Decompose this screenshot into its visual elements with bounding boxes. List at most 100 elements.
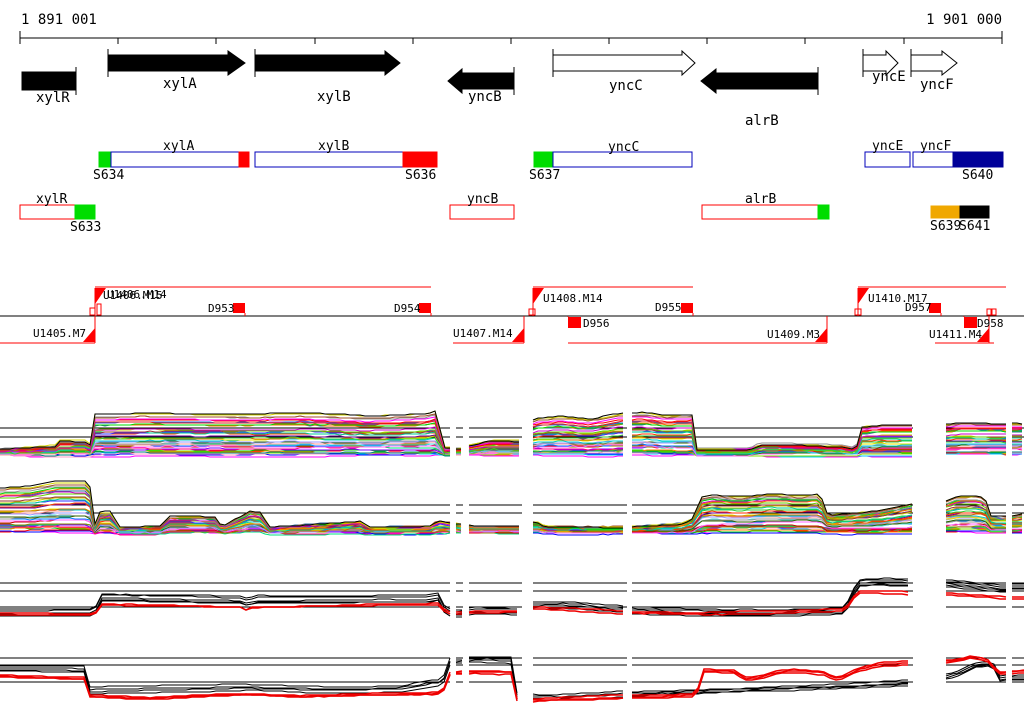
expression-series bbox=[469, 454, 519, 457]
downshift-box-forward[interactable] bbox=[419, 303, 431, 313]
shift-candidate-mark bbox=[96, 303, 102, 316]
ruler bbox=[19, 31, 1003, 44]
expression-series bbox=[945, 507, 1006, 522]
segment-box-xylA-cds[interactable] bbox=[110, 151, 250, 168]
expression-mean-series bbox=[533, 694, 623, 700]
segment-box-alrB-cds[interactable] bbox=[701, 204, 819, 220]
downshift-box-forward[interactable] bbox=[233, 303, 245, 313]
expression-series bbox=[946, 422, 1006, 425]
segment-box-S633-start[interactable] bbox=[74, 204, 96, 220]
segment-box-S640-end[interactable] bbox=[952, 151, 1004, 168]
downshift-box-reverse[interactable] bbox=[964, 317, 977, 328]
expression-series bbox=[632, 514, 913, 532]
expression-series bbox=[532, 428, 623, 435]
expression-mean-series bbox=[455, 670, 463, 673]
transcript-label-D955: D955 bbox=[655, 301, 682, 314]
expression-series bbox=[0, 420, 450, 452]
gene-arrow-alrB[interactable] bbox=[700, 67, 819, 95]
expression-series bbox=[1012, 518, 1023, 521]
transcript-label-D956: D956 bbox=[583, 317, 610, 330]
expression-series bbox=[532, 434, 624, 441]
expression-series bbox=[533, 532, 623, 536]
expression-series bbox=[455, 528, 462, 531]
expression-mean-series bbox=[1011, 670, 1024, 673]
expression-series bbox=[468, 449, 519, 454]
expression-series bbox=[469, 447, 519, 451]
upshift-flag-forward[interactable] bbox=[858, 288, 869, 304]
segment-label-S633: S633 bbox=[70, 220, 101, 235]
transcript-label-D957: D957 bbox=[905, 301, 932, 314]
segment-box-alrB-end[interactable] bbox=[817, 204, 830, 220]
transcript-label-U1406.M14: U1406.M14 bbox=[107, 288, 167, 301]
expression-mean-series bbox=[468, 608, 517, 611]
segment-box-yncC-cds[interactable] bbox=[552, 151, 693, 168]
expression-series bbox=[945, 428, 1006, 432]
segment-box-yncE-cds[interactable] bbox=[864, 151, 911, 168]
gene-arrow-xylA[interactable] bbox=[107, 50, 246, 76]
segment-box-S637-start[interactable] bbox=[533, 151, 554, 168]
expression-mean-series bbox=[945, 665, 1007, 682]
expression-mean-series bbox=[946, 579, 1006, 586]
segment-box-S639-box[interactable] bbox=[930, 205, 961, 219]
segment-box-xylR-cds[interactable] bbox=[19, 204, 76, 220]
segment-box-xylB-cds[interactable] bbox=[254, 151, 404, 168]
downshift-box-reverse[interactable] bbox=[568, 317, 581, 328]
gene-arrow-yncE[interactable] bbox=[862, 49, 899, 77]
expression-series bbox=[0, 502, 450, 531]
gene-arrow-yncC[interactable] bbox=[552, 49, 696, 77]
expression-series bbox=[1012, 519, 1023, 522]
upshift-flag-forward[interactable] bbox=[95, 288, 106, 304]
upshift-flag-forward[interactable] bbox=[533, 288, 544, 304]
segment-box-yncB-cds[interactable] bbox=[449, 204, 515, 220]
expression-series bbox=[946, 515, 1007, 526]
gene-arrow-yncF[interactable] bbox=[910, 49, 958, 77]
gene-arrow-xylR[interactable] bbox=[21, 71, 77, 91]
expression-series bbox=[532, 413, 624, 421]
expression-series bbox=[632, 428, 912, 454]
upshift-flag-reverse[interactable] bbox=[83, 328, 95, 342]
expression-series bbox=[1011, 517, 1022, 520]
expression-series bbox=[532, 432, 623, 437]
upshift-flag-reverse[interactable] bbox=[815, 328, 827, 342]
expression-series bbox=[0, 498, 451, 532]
expression-series bbox=[945, 437, 1006, 440]
expression-series bbox=[532, 521, 623, 529]
transcript-label-U1411.M4: U1411.M4 bbox=[929, 328, 982, 341]
downshift-box-forward[interactable] bbox=[681, 303, 693, 313]
expression-series bbox=[0, 445, 450, 456]
downshift-box-forward[interactable] bbox=[929, 303, 941, 313]
expression-series bbox=[1011, 513, 1023, 517]
expression-series bbox=[533, 530, 623, 534]
expression-series bbox=[632, 438, 912, 455]
expression-series bbox=[468, 440, 519, 447]
segment-box-xylA-end[interactable] bbox=[238, 151, 250, 168]
segment-label-S640: S640 bbox=[962, 168, 993, 183]
segment-label-yncB: yncB bbox=[467, 192, 498, 207]
expression-series bbox=[0, 497, 451, 531]
upshift-flag-reverse[interactable] bbox=[977, 328, 989, 342]
segment-label-alrB: alrB bbox=[745, 192, 776, 207]
expression-series bbox=[533, 440, 623, 445]
segment-box-S636-end[interactable] bbox=[402, 151, 438, 168]
expression-series bbox=[532, 426, 623, 434]
expression-series bbox=[946, 427, 1006, 430]
expression-series bbox=[532, 415, 623, 423]
segment-box-S634-start[interactable] bbox=[98, 151, 112, 168]
segment-box-S641-box[interactable] bbox=[959, 205, 990, 219]
upshift-flag-reverse[interactable] bbox=[512, 328, 524, 342]
segment-label-S634: S634 bbox=[93, 168, 124, 183]
shift-candidate-mark bbox=[89, 307, 96, 316]
expression-series bbox=[0, 426, 451, 453]
expression-series bbox=[533, 454, 623, 458]
expression-series bbox=[0, 441, 450, 456]
gene-label-yncE: yncE bbox=[872, 69, 906, 85]
transcript-label-D954: D954 bbox=[394, 302, 421, 315]
transcript-label-U1408.M14: U1408.M14 bbox=[543, 292, 603, 305]
expression-series bbox=[632, 524, 912, 533]
expression-series bbox=[1012, 438, 1023, 441]
expression-mean-series bbox=[469, 656, 518, 694]
gene-arrow-yncB[interactable] bbox=[447, 67, 515, 95]
expression-series bbox=[945, 445, 1006, 449]
gene-arrow-xylB[interactable] bbox=[254, 49, 401, 77]
